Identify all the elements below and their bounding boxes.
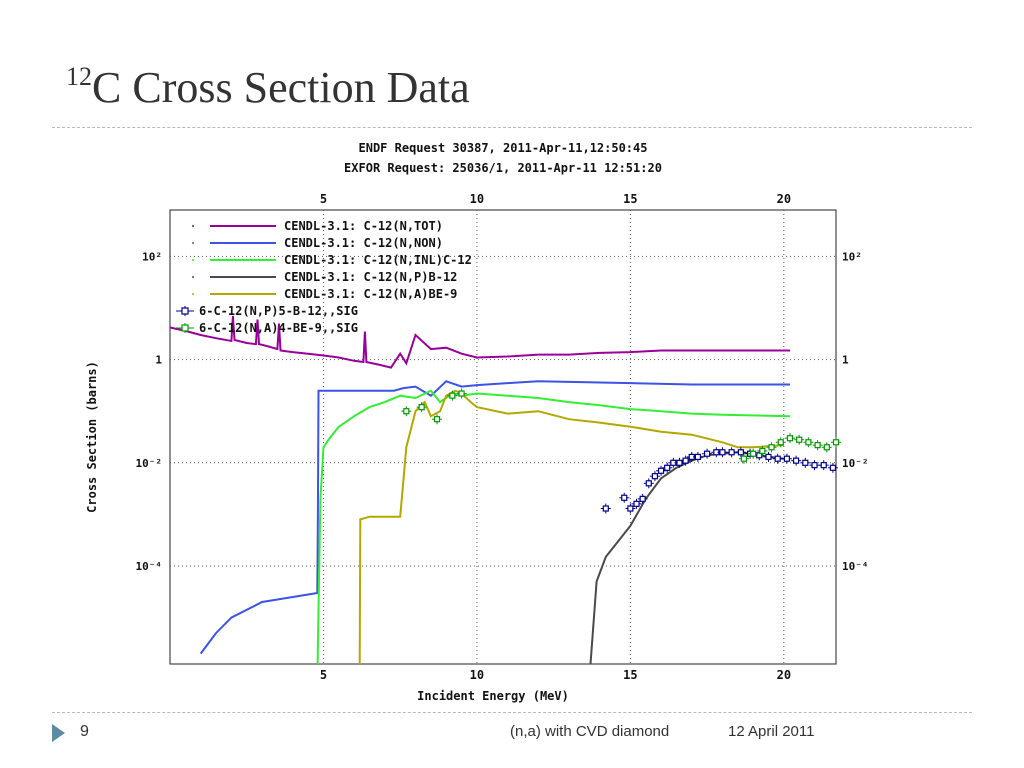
series-point-exp_p bbox=[633, 500, 640, 507]
top-divider bbox=[52, 127, 972, 128]
series-line-a bbox=[358, 389, 784, 664]
series-point-exp_p bbox=[676, 459, 683, 466]
series-point-exp_a bbox=[814, 442, 821, 449]
series-point-exp_a bbox=[805, 439, 812, 446]
series-point-exp_a bbox=[796, 436, 803, 443]
title-text: C Cross Section Data bbox=[92, 63, 470, 112]
x-tick-label-bottom: 5 bbox=[320, 668, 327, 682]
legend-label-non: CENDL-3.1: C-12(N,NON) bbox=[284, 236, 443, 250]
chart-header-line: EXFOR Request: 25036/1, 2011-Apr-11 12:5… bbox=[344, 161, 662, 175]
series-point-exp_a bbox=[759, 447, 766, 455]
series-point-exp_a bbox=[458, 390, 465, 397]
series-point-exp_p bbox=[657, 467, 665, 474]
series-point-exp_p bbox=[602, 505, 609, 512]
series-point-exp_a bbox=[832, 439, 840, 446]
series-point-exp_p bbox=[829, 464, 837, 471]
legend-dot-p bbox=[192, 276, 194, 278]
x-tick-label-bottom: 10 bbox=[470, 668, 484, 682]
series-line-inl bbox=[316, 389, 791, 664]
legend-label-inl: CENDL-3.1: C-12(N,INL)C-12 bbox=[284, 253, 472, 267]
series-point-exp_p bbox=[820, 462, 827, 469]
plot-frame bbox=[169, 209, 837, 665]
footer-date: 12 April 2011 bbox=[728, 723, 815, 740]
series-point-exp_p bbox=[793, 457, 800, 464]
series-point-exp_p bbox=[703, 450, 711, 457]
legend-dot-non bbox=[192, 242, 194, 244]
legend-dot-a bbox=[192, 293, 194, 295]
legend-label-exp_a: 6-C-12(N,A)4-BE-9,,SIG bbox=[199, 321, 358, 335]
series-point-exp_a bbox=[418, 404, 425, 411]
series-point-exp_a bbox=[403, 408, 410, 415]
series-point-exp_p bbox=[811, 462, 818, 469]
series-line-non bbox=[199, 380, 790, 655]
y-tick-label-left: 1 bbox=[155, 354, 162, 367]
x-tick-label-bottom: 20 bbox=[777, 668, 791, 682]
series-point-exp_p bbox=[639, 495, 646, 502]
legend-dot-inl bbox=[192, 259, 194, 261]
legend-label-p: CENDL-3.1: C-12(N,P)B-12 bbox=[284, 270, 457, 284]
x-tick-label-top: 15 bbox=[623, 192, 637, 206]
series-point-exp_p bbox=[651, 473, 659, 480]
page-number: 9 bbox=[80, 723, 89, 740]
legend-marker-exp_p bbox=[181, 307, 189, 315]
slide-title: 12C Cross Section Data bbox=[66, 63, 470, 112]
legend-label-tot: CENDL-3.1: C-12(N,TOT) bbox=[284, 219, 443, 233]
x-tick-label-top: 5 bbox=[320, 192, 327, 206]
y-tick-label-right: 10² bbox=[842, 250, 862, 263]
series-point-exp_p bbox=[728, 449, 735, 456]
legend-dot-tot bbox=[192, 225, 194, 227]
series-point-exp_p bbox=[621, 494, 628, 501]
x-tick-label-top: 10 bbox=[470, 192, 484, 206]
chart-header-line: ENDF Request 30387, 2011-Apr-11,12:50:45 bbox=[359, 141, 648, 155]
series-point-exp_p bbox=[802, 459, 809, 466]
play-arrow-icon bbox=[52, 724, 65, 742]
series-point-exp_p bbox=[645, 480, 652, 487]
legend-label-exp_p: 6-C-12(N,P)5-B-12,,SIG bbox=[199, 304, 358, 318]
x-axis-label: Incident Energy (MeV) bbox=[417, 689, 569, 703]
series-point-exp_a bbox=[740, 455, 748, 462]
series-point-exp_p bbox=[774, 455, 781, 462]
series-point-exp_a bbox=[768, 444, 775, 451]
series-point-exp_p bbox=[682, 457, 689, 464]
series-line-p bbox=[589, 451, 784, 664]
series-point-exp_a bbox=[786, 435, 794, 442]
series-point-exp_a bbox=[777, 439, 784, 446]
title-superscript: 12 bbox=[66, 62, 92, 91]
series-point-exp_p bbox=[719, 449, 726, 456]
y-tick-label-right: 10⁻⁴ bbox=[842, 560, 869, 573]
legend-label-a: CENDL-3.1: C-12(N,A)BE-9 bbox=[284, 287, 457, 301]
series-point-exp_p bbox=[627, 505, 634, 512]
footer-subject: (n,a) with CVD diamond bbox=[510, 723, 670, 740]
series-line-tot bbox=[170, 315, 790, 369]
series-point-exp_p bbox=[765, 453, 772, 461]
series-point-exp_a bbox=[823, 444, 830, 451]
series-point-exp_p bbox=[737, 449, 744, 456]
y-tick-label-left: 10⁻² bbox=[136, 457, 163, 470]
y-tick-label-right: 1 bbox=[842, 354, 849, 367]
y-tick-label-left: 10² bbox=[142, 250, 162, 263]
series-point-exp_p bbox=[664, 464, 671, 471]
series-point-exp_p bbox=[783, 455, 790, 462]
bottom-divider bbox=[52, 712, 972, 713]
legend-marker-exp_a bbox=[181, 324, 189, 332]
x-tick-label-top: 20 bbox=[777, 192, 791, 206]
series-point-exp_a bbox=[433, 416, 441, 423]
y-axis-label: Cross Section (barns) bbox=[85, 361, 99, 513]
series-point-exp_p bbox=[694, 453, 701, 461]
series-point-exp_a bbox=[750, 450, 757, 457]
y-tick-label-left: 10⁻⁴ bbox=[136, 560, 163, 573]
series-point-exp_a bbox=[449, 392, 456, 399]
x-tick-label-bottom: 15 bbox=[623, 668, 637, 682]
y-tick-label-right: 10⁻² bbox=[842, 457, 869, 470]
